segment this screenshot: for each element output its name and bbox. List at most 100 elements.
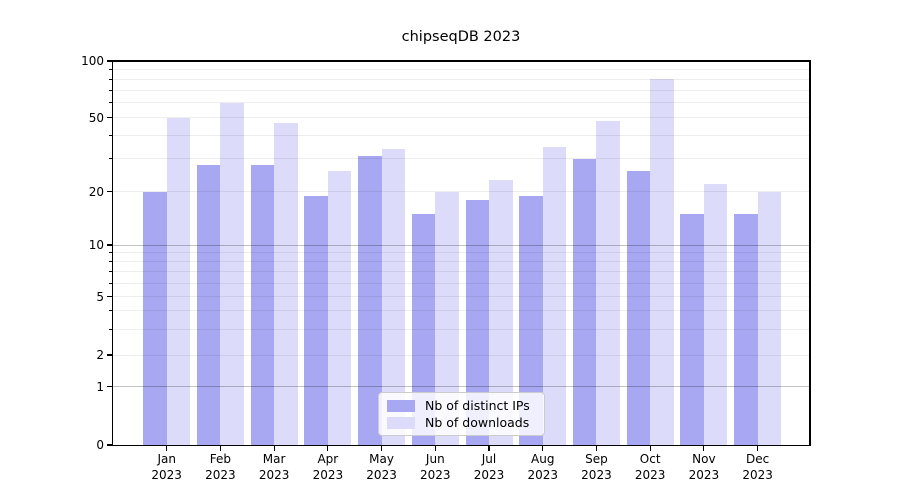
- gridline-minor: [113, 89, 809, 91]
- bar-downloads-may: [381, 148, 406, 445]
- y-tick-mark: [107, 244, 112, 246]
- y-tick-label: 5: [96, 289, 104, 304]
- bar-distinct-ips-nov: [680, 213, 704, 445]
- y-minor-tick-mark: [109, 271, 112, 273]
- x-tick-mark: [542, 446, 544, 451]
- x-tick-label-month: Dec: [745, 451, 770, 466]
- x-tick-mark: [649, 446, 651, 451]
- bar-downloads-mar: [274, 122, 298, 445]
- gridline-minor: [113, 354, 809, 356]
- bar-distinct-ips-dec: [734, 213, 758, 445]
- bar-distinct-ips-may: [358, 156, 382, 445]
- bar-distinct-ips-jul: [465, 199, 490, 445]
- y-minor-tick-mark: [109, 296, 112, 298]
- y-minor-tick-mark: [109, 191, 112, 193]
- gridline-minor: [113, 158, 809, 160]
- x-tick-label-year: 2023: [688, 468, 720, 482]
- y-minor-tick-mark: [109, 89, 112, 91]
- x-tick-label: Aug 2023: [516, 451, 570, 484]
- x-tick-label: Mar 2023: [247, 451, 301, 484]
- y-minor-tick-mark: [109, 310, 112, 312]
- x-tick-label-month: Mar: [262, 451, 286, 466]
- x-tick-label-month: May: [369, 451, 394, 466]
- y-minor-tick-mark: [109, 102, 112, 104]
- bar-distinct-ips-oct: [626, 170, 651, 445]
- y-tick-mark: [107, 444, 112, 446]
- x-tick-mark: [703, 446, 705, 451]
- bar-distinct-ips-aug: [519, 195, 543, 445]
- x-tick-label-month: Apr: [317, 451, 339, 466]
- x-tick-label-month: Nov: [692, 451, 716, 466]
- legend: Nb of distinct IPs Nb of downloads: [378, 392, 545, 436]
- bar-distinct-ips-mar: [250, 164, 275, 445]
- y-tick-label: 0: [96, 438, 104, 452]
- y-minor-tick-mark: [109, 117, 112, 119]
- y-minor-tick-mark: [109, 69, 112, 71]
- y-tick-mark: [107, 60, 112, 62]
- bar-distinct-ips-jan: [143, 191, 167, 445]
- y-tick-label: 100: [81, 54, 104, 68]
- x-tick-label: Dec 2023: [731, 451, 785, 484]
- x-tick-label-month: Feb: [209, 451, 232, 466]
- bar-downloads-nov: [703, 184, 728, 445]
- bar-downloads-apr: [327, 170, 352, 445]
- x-tick-mark: [327, 446, 329, 451]
- gridline-minor: [113, 117, 809, 119]
- x-tick-label: May 2023: [355, 451, 409, 484]
- x-tick-label-year: 2023: [527, 468, 558, 482]
- plot-border-top: [111, 60, 811, 62]
- legend-label: Nb of distinct IPs: [425, 398, 530, 413]
- plot-border-left: [111, 60, 114, 447]
- x-tick-label-year: 2023: [366, 468, 397, 482]
- y-minor-tick-mark: [109, 78, 112, 80]
- plot-border-bottom: [111, 444, 811, 447]
- x-tick-label: Apr 2023: [301, 451, 355, 484]
- gridline-minor: [113, 78, 809, 80]
- x-tick-label-year: 2023: [151, 468, 182, 482]
- y-tick-label: 10: [88, 238, 104, 252]
- x-tick-label: Jun 2023: [408, 451, 462, 484]
- y-minor-tick-mark: [109, 282, 112, 284]
- x-tick-label: Jan 2023: [140, 451, 194, 484]
- legend-swatch-downloads: [387, 416, 415, 429]
- gridline-major: [113, 244, 809, 246]
- x-tick-mark: [757, 446, 759, 451]
- x-tick-label-year: 2023: [205, 468, 236, 482]
- y-minor-tick-mark: [109, 354, 112, 356]
- x-tick-mark: [219, 446, 221, 451]
- x-tick-label-year: 2023: [312, 468, 344, 482]
- x-tick-mark: [434, 446, 436, 451]
- x-tick-label-month: Jan: [157, 451, 176, 466]
- x-tick-label-year: 2023: [634, 468, 666, 482]
- bar-distinct-ips-jun: [411, 213, 436, 445]
- gridline-minor: [113, 271, 809, 273]
- x-tick-mark: [273, 446, 275, 451]
- bar-downloads-oct: [650, 79, 674, 445]
- chart-title: chipseqDB 2023: [401, 29, 521, 45]
- y-minor-tick-mark: [109, 328, 112, 330]
- x-tick-label-month: Aug: [531, 451, 555, 466]
- bar-downloads-jul: [489, 180, 513, 445]
- y-tick-label: 20: [88, 184, 104, 199]
- y-minor-tick-mark: [109, 158, 112, 160]
- gridline-minor: [113, 102, 809, 104]
- bar-downloads-sep: [596, 120, 620, 445]
- x-tick-label-month: Jul: [481, 451, 497, 466]
- bar-downloads-feb: [220, 102, 244, 445]
- y-tick-label: 2: [96, 348, 104, 362]
- x-tick-label-year: 2023: [742, 468, 773, 482]
- gridline-minor: [113, 261, 809, 263]
- gridline-major: [113, 386, 809, 388]
- y-tick-label: 50: [88, 110, 104, 125]
- legend-item: Nb of downloads: [387, 415, 536, 430]
- bar-downloads-jun: [435, 191, 459, 445]
- y-minor-tick-mark: [109, 252, 112, 254]
- x-tick-label: Feb 2023: [193, 451, 247, 484]
- bar-distinct-ips-sep: [572, 158, 597, 445]
- legend-item: Nb of distinct IPs: [387, 398, 536, 413]
- gridline-minor: [113, 296, 809, 298]
- bar-downloads-aug: [542, 146, 567, 445]
- x-tick-label-year: 2023: [420, 468, 451, 482]
- x-tick-label-month: Oct: [639, 451, 661, 466]
